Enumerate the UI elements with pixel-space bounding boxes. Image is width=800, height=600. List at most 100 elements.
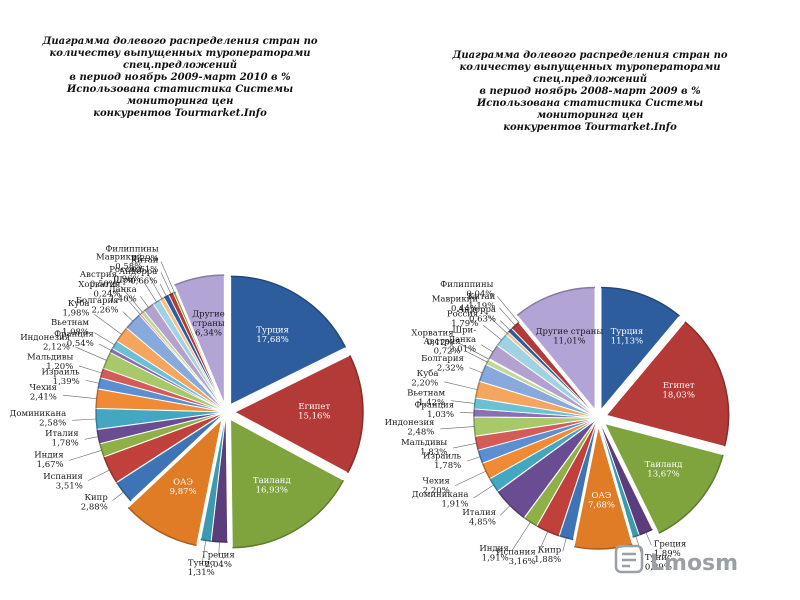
leader-line bbox=[62, 394, 97, 399]
slice-label-индия: Индия 1,67% bbox=[34, 451, 63, 471]
leader-line bbox=[143, 281, 157, 303]
slice-label-испания: Испания 3,16% bbox=[496, 547, 536, 567]
slice-label-маврикий: Маврикий 0,58% bbox=[96, 253, 143, 273]
slice-label-маврикий: Маврикий 0,44% bbox=[432, 295, 479, 315]
slice-label-чехия: Чехия 2,20% bbox=[422, 477, 449, 497]
slice-label-египет: Египет 15,16% bbox=[298, 402, 330, 422]
slice-label-мальдивы: Мальдивы 1,83% bbox=[401, 438, 447, 458]
leader-line bbox=[497, 296, 520, 323]
slice-label-оаэ: ОАЭ 9,87% bbox=[170, 478, 197, 498]
pie-slice-edge bbox=[497, 490, 525, 519]
slice-label-россия: Россия 1,79% bbox=[447, 310, 478, 330]
leader-line bbox=[444, 381, 478, 390]
leader-line bbox=[160, 272, 172, 295]
leader-line bbox=[500, 320, 511, 331]
leader-line bbox=[144, 269, 163, 299]
slice-label-филиппины: Филиппины 0,04% bbox=[440, 280, 493, 300]
slice-label-хорватия: Хорватия 0,24% bbox=[78, 280, 120, 300]
leader-line bbox=[455, 470, 487, 486]
slice-label-чехия: Чехия 2,41% bbox=[29, 383, 56, 403]
pie-slice-edge bbox=[601, 286, 680, 317]
leader-line bbox=[450, 400, 475, 404]
slice-label-болгария: Болгария 2,32% bbox=[421, 354, 464, 374]
pie-slice-edge bbox=[347, 355, 364, 474]
title-line: количеству выпущенных туроператорами bbox=[459, 62, 721, 73]
slice-label-филиппины: Филиппины 0,29% bbox=[105, 244, 158, 264]
leader-line bbox=[201, 540, 207, 565]
pie-slice-edge bbox=[174, 274, 225, 286]
leader-line bbox=[160, 261, 175, 293]
title-line: в период ноябрь 2008-март 2009 в % bbox=[479, 86, 701, 97]
slice-label-индонезия: Индонезия 2,48% bbox=[385, 418, 435, 438]
title-line: Диаграмма долевого распределения стран п… bbox=[42, 36, 318, 47]
slice-label-индия: Индия 1,91% bbox=[479, 544, 508, 564]
pie-slice-edge bbox=[173, 291, 176, 294]
slice-label-турция: Турция 11,13% bbox=[611, 327, 644, 347]
pie-slice-edge bbox=[127, 506, 197, 547]
pie-slice-edge bbox=[232, 479, 345, 549]
leader-line bbox=[562, 537, 567, 552]
pie-slice-edge bbox=[658, 454, 724, 534]
slice-label-кипр: Кипр 2,88% bbox=[81, 493, 109, 513]
slice-label-вьетнам: Вьетнам 1,08% bbox=[51, 318, 89, 338]
leader-line bbox=[466, 456, 481, 462]
slice-label-андорра: Андорра 0,63% bbox=[458, 305, 496, 325]
leader-line bbox=[72, 418, 97, 421]
title-line: количеству выпущенных туроператорами bbox=[49, 48, 311, 59]
leader-line bbox=[112, 491, 124, 501]
leader-line bbox=[645, 532, 652, 546]
leader-line bbox=[218, 541, 220, 556]
leader-line bbox=[465, 350, 488, 363]
slice-label-израиль: Израиль 1,78% bbox=[423, 452, 462, 472]
leader-line bbox=[499, 307, 516, 326]
leader-line bbox=[75, 346, 107, 361]
slice-label-испания: Испания 3,51% bbox=[43, 472, 83, 492]
pie-chart-2009-2010: Турция 17,68% Египет 15,16% Таиланд 16,93% Гре… bbox=[9, 244, 364, 578]
slice-label-таиланд: Таиланд 13,67% bbox=[645, 460, 683, 480]
leader-line bbox=[88, 469, 110, 481]
leader-line bbox=[537, 531, 549, 554]
pie-slice-edge bbox=[684, 321, 730, 447]
slice-label-доминикана: Доминикана 1,91% bbox=[412, 490, 469, 510]
chart-1-title: Диаграмма долевого распределения стран п… bbox=[30, 36, 330, 120]
slice-label-австрия: Австрия 0,72% bbox=[423, 337, 460, 357]
leader-line bbox=[480, 344, 494, 353]
leader-line bbox=[124, 296, 141, 315]
title-line: конкурентов Tourmarket.Info bbox=[93, 108, 267, 119]
slice-label-индонезия: Индонезия 2,12% bbox=[20, 333, 70, 353]
slice-label-италия: Италия 4,85% bbox=[462, 508, 496, 528]
slice-label-тунис: Тунис 0,89% bbox=[645, 553, 672, 573]
title-line: Использована статистика Системы монитори… bbox=[476, 98, 704, 121]
leader-line bbox=[84, 436, 99, 440]
leader-line bbox=[93, 332, 115, 346]
leader-line bbox=[159, 283, 167, 297]
slice-label-китай: Китай 0,61% bbox=[131, 256, 159, 276]
slice-label-израиль: Израиль 1,39% bbox=[41, 367, 80, 387]
leader-line bbox=[460, 412, 475, 414]
leader-line bbox=[453, 442, 477, 449]
leader-line bbox=[94, 313, 122, 335]
leader-line bbox=[473, 484, 494, 499]
slice-label-таиланд: Таиланд 16,93% bbox=[253, 476, 291, 496]
title-line: спец.предложений bbox=[122, 60, 238, 71]
slice-label-австрия: Австрия 0,50% bbox=[80, 270, 117, 290]
leader-line bbox=[511, 521, 531, 551]
slice-label-франция: Франция 0,54% bbox=[54, 330, 94, 350]
slice-label-куба: Куба 1,98% bbox=[62, 298, 89, 319]
title-line: конкурентов Tourmarket.Info bbox=[503, 122, 677, 133]
pie-slice-edge bbox=[516, 286, 595, 317]
leader-line bbox=[440, 426, 475, 430]
leader-line bbox=[120, 286, 143, 313]
slice-label-оаэ: ОАЭ 7,68% bbox=[588, 491, 615, 511]
leader-line bbox=[85, 379, 100, 384]
slice-label-греция: Греция 2,04% bbox=[202, 550, 235, 570]
slice-label-болгария: Болгария 2,26% bbox=[76, 296, 119, 316]
leader-line bbox=[140, 296, 149, 308]
title-line: Диаграмма долевого распределения стран п… bbox=[452, 50, 728, 61]
leader-line bbox=[98, 343, 112, 351]
chart-2-title: Диаграмма долевого распределения стран п… bbox=[440, 50, 740, 134]
leader-line bbox=[482, 324, 502, 341]
slice-label-андорра: Андорра 0,66% bbox=[119, 267, 157, 287]
title-line: в период ноябрь 2009-март 2010 в % bbox=[69, 72, 291, 83]
